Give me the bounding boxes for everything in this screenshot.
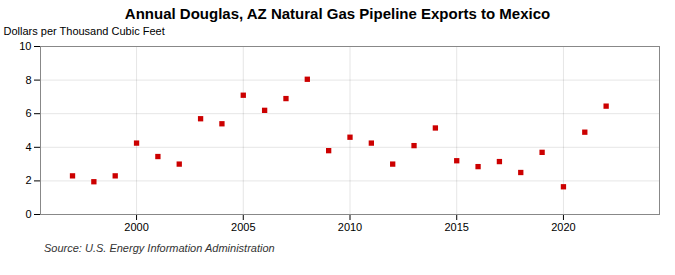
svg-text:6: 6 xyxy=(25,107,31,119)
svg-text:Dollars per Thousand Cubic Fee: Dollars per Thousand Cubic Feet xyxy=(4,25,165,37)
svg-text:2020: 2020 xyxy=(551,221,575,233)
svg-text:0: 0 xyxy=(25,208,31,220)
svg-text:2000: 2000 xyxy=(124,221,148,233)
html-text:Annual Douglas, AZ Natural Gas: Annual Douglas, AZ Natural Gas Pipeline … xyxy=(124,5,551,22)
svg-text:2005: 2005 xyxy=(231,221,255,233)
svg-text:2010: 2010 xyxy=(338,221,362,233)
svg-text:2: 2 xyxy=(25,174,31,186)
html-text:Source: U.S. Energy Informatio: Source: U.S. Energy Information Administ… xyxy=(44,242,275,254)
svg-text:10: 10 xyxy=(19,40,31,52)
svg-text:2015: 2015 xyxy=(444,221,468,233)
svg-text:4: 4 xyxy=(25,141,31,153)
svg-text:8: 8 xyxy=(25,74,31,86)
